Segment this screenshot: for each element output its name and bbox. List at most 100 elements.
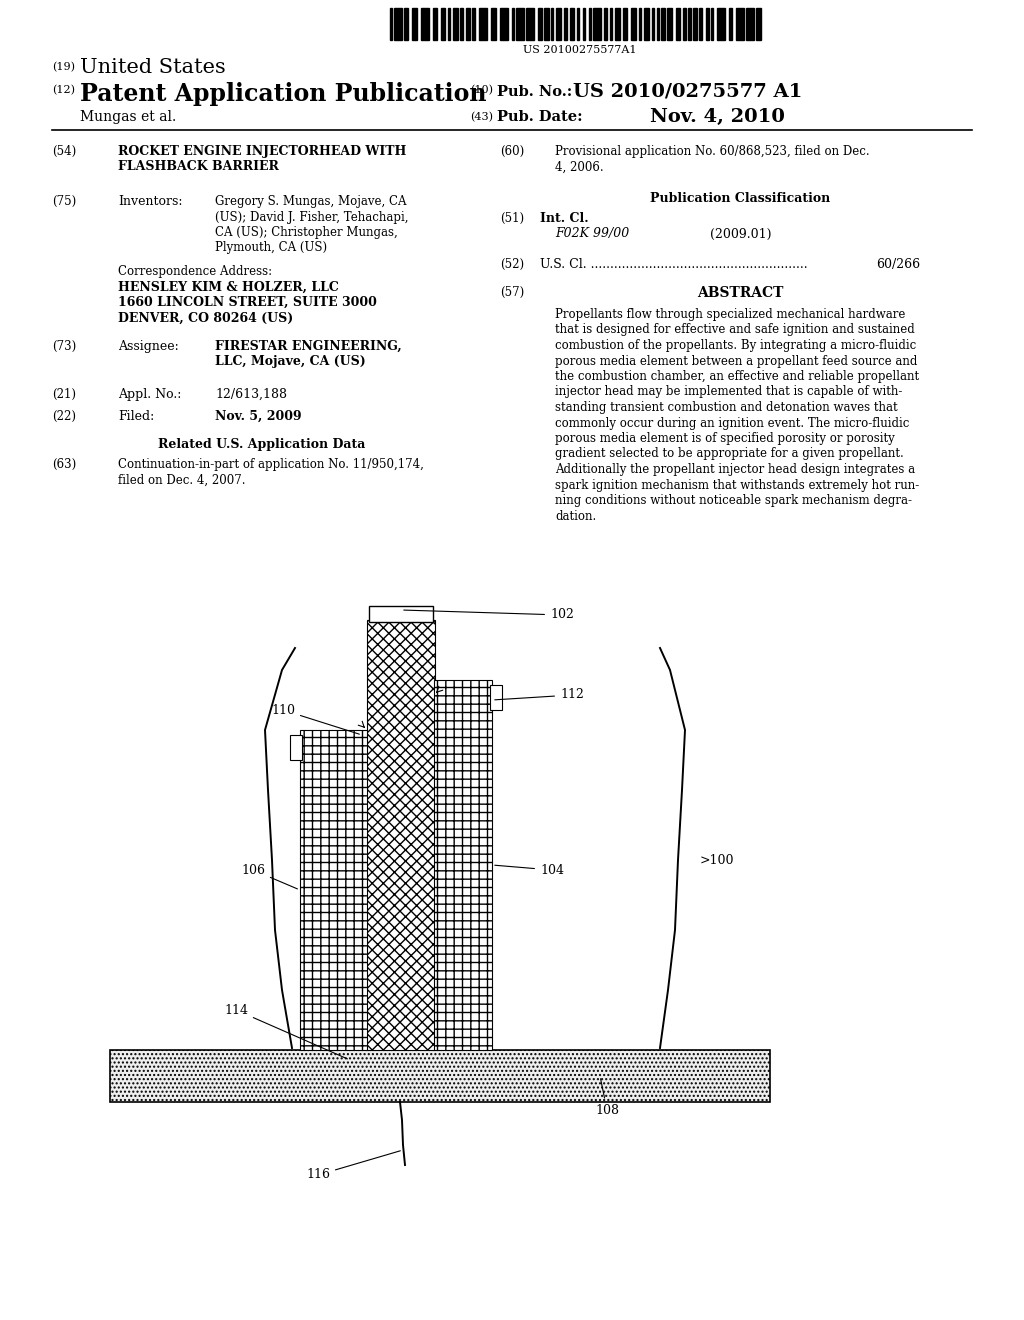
- Bar: [512, 8, 514, 40]
- Text: US 20100275577A1: US 20100275577A1: [523, 45, 637, 55]
- Bar: [667, 8, 672, 40]
- Bar: [466, 8, 470, 40]
- Bar: [657, 8, 659, 40]
- Text: Nov. 5, 2009: Nov. 5, 2009: [215, 411, 302, 422]
- Text: ROCKET ENGINE INJECTORHEAD WITH: ROCKET ENGINE INJECTORHEAD WITH: [118, 145, 407, 158]
- Text: gradient selected to be appropriate for a given propellant.: gradient selected to be appropriate for …: [555, 447, 904, 461]
- Bar: [390, 8, 392, 40]
- Bar: [631, 8, 636, 40]
- Text: Filed:: Filed:: [118, 411, 155, 422]
- Text: Additionally the propellant injector head design integrates a: Additionally the propellant injector hea…: [555, 463, 915, 477]
- Text: Nov. 4, 2010: Nov. 4, 2010: [650, 108, 784, 125]
- Text: ning conditions without noticeable spark mechanism degra-: ning conditions without noticeable spark…: [555, 494, 912, 507]
- Bar: [662, 8, 665, 40]
- Bar: [369, 606, 433, 622]
- Text: Appl. No.:: Appl. No.:: [118, 388, 181, 401]
- Text: CA (US); Christopher Mungas,: CA (US); Christopher Mungas,: [215, 226, 397, 239]
- Bar: [300, 730, 368, 1049]
- Text: Pub. Date:: Pub. Date:: [497, 110, 583, 124]
- Bar: [367, 620, 435, 1049]
- Text: (43): (43): [470, 112, 493, 123]
- Bar: [564, 8, 567, 40]
- Text: 114: 114: [224, 1003, 347, 1059]
- Bar: [434, 680, 492, 1049]
- Bar: [538, 8, 542, 40]
- Bar: [699, 8, 702, 40]
- Text: Provisional application No. 60/868,523, filed on Dec.: Provisional application No. 60/868,523, …: [555, 145, 869, 158]
- Text: Continuation-in-part of application No. 11/950,174,: Continuation-in-part of application No. …: [118, 458, 424, 471]
- Bar: [544, 8, 549, 40]
- Text: (12): (12): [52, 84, 75, 95]
- Text: DENVER, CO 80264 (US): DENVER, CO 80264 (US): [118, 312, 293, 325]
- Bar: [526, 8, 534, 40]
- Bar: [644, 8, 649, 40]
- Bar: [500, 8, 508, 40]
- Bar: [441, 8, 445, 40]
- Bar: [693, 8, 697, 40]
- Bar: [404, 8, 408, 40]
- Text: Mungas et al.: Mungas et al.: [80, 110, 176, 124]
- Text: Inventors:: Inventors:: [118, 195, 182, 209]
- Text: porous media element between a propellant feed source and: porous media element between a propellan…: [555, 355, 918, 367]
- Bar: [756, 8, 761, 40]
- Text: (52): (52): [500, 257, 524, 271]
- Bar: [706, 8, 709, 40]
- Bar: [652, 8, 654, 40]
- Text: 106: 106: [241, 863, 297, 888]
- Bar: [583, 8, 585, 40]
- Text: combustion of the propellants. By integrating a micro-fluidic: combustion of the propellants. By integr…: [555, 339, 916, 352]
- Bar: [460, 8, 463, 40]
- Bar: [717, 8, 725, 40]
- Text: (US); David J. Fisher, Tehachapi,: (US); David J. Fisher, Tehachapi,: [215, 210, 409, 223]
- Bar: [736, 8, 744, 40]
- Bar: [516, 8, 524, 40]
- Text: (54): (54): [52, 145, 76, 158]
- Text: 104: 104: [495, 863, 564, 876]
- Text: (60): (60): [500, 145, 524, 158]
- Bar: [688, 8, 691, 40]
- Text: Patent Application Publication: Patent Application Publication: [80, 82, 486, 106]
- Bar: [623, 8, 627, 40]
- Text: filed on Dec. 4, 2007.: filed on Dec. 4, 2007.: [118, 474, 246, 487]
- Text: 102: 102: [403, 609, 573, 622]
- Text: FLASHBACK BARRIER: FLASHBACK BARRIER: [118, 161, 279, 173]
- Bar: [490, 8, 496, 40]
- Bar: [449, 8, 450, 40]
- Text: the combustion chamber, an effective and reliable propellant: the combustion chamber, an effective and…: [555, 370, 920, 383]
- Text: Pub. No.:: Pub. No.:: [497, 84, 572, 99]
- Bar: [479, 8, 487, 40]
- Text: 60/266: 60/266: [876, 257, 920, 271]
- Text: United States: United States: [80, 58, 225, 77]
- Bar: [472, 8, 475, 40]
- Bar: [610, 8, 612, 40]
- Text: 108: 108: [595, 1078, 618, 1117]
- Text: Gregory S. Mungas, Mojave, CA: Gregory S. Mungas, Mojave, CA: [215, 195, 407, 209]
- Bar: [412, 8, 417, 40]
- Text: FIRESTAR ENGINEERING,: FIRESTAR ENGINEERING,: [215, 341, 401, 352]
- Bar: [433, 8, 437, 40]
- Text: Correspondence Address:: Correspondence Address:: [118, 265, 272, 279]
- Bar: [551, 8, 553, 40]
- Text: standing transient combustion and detonation waves that: standing transient combustion and detona…: [555, 401, 898, 414]
- Bar: [490, 685, 502, 710]
- Bar: [615, 8, 620, 40]
- Text: 4, 2006.: 4, 2006.: [555, 161, 603, 173]
- Bar: [110, 1049, 770, 1102]
- Text: Assignee:: Assignee:: [118, 341, 179, 352]
- Text: dation.: dation.: [555, 510, 596, 523]
- Text: 12/613,188: 12/613,188: [215, 388, 287, 401]
- Bar: [589, 8, 591, 40]
- Text: LLC, Mojave, CA (US): LLC, Mojave, CA (US): [215, 355, 366, 368]
- Text: 116: 116: [306, 1151, 400, 1181]
- Bar: [683, 8, 686, 40]
- Text: (22): (22): [52, 411, 76, 422]
- Text: Related U.S. Application Data: Related U.S. Application Data: [158, 438, 366, 451]
- Text: US 2010/0275577 A1: US 2010/0275577 A1: [573, 82, 803, 100]
- Text: Publication Classification: Publication Classification: [650, 191, 830, 205]
- Text: (51): (51): [500, 213, 524, 224]
- Text: porous media element is of specified porosity or porosity: porous media element is of specified por…: [555, 432, 895, 445]
- Text: (63): (63): [52, 458, 76, 471]
- Bar: [746, 8, 754, 40]
- Text: 1660 LINCOLN STREET, SUITE 3000: 1660 LINCOLN STREET, SUITE 3000: [118, 296, 377, 309]
- Text: (57): (57): [500, 286, 524, 300]
